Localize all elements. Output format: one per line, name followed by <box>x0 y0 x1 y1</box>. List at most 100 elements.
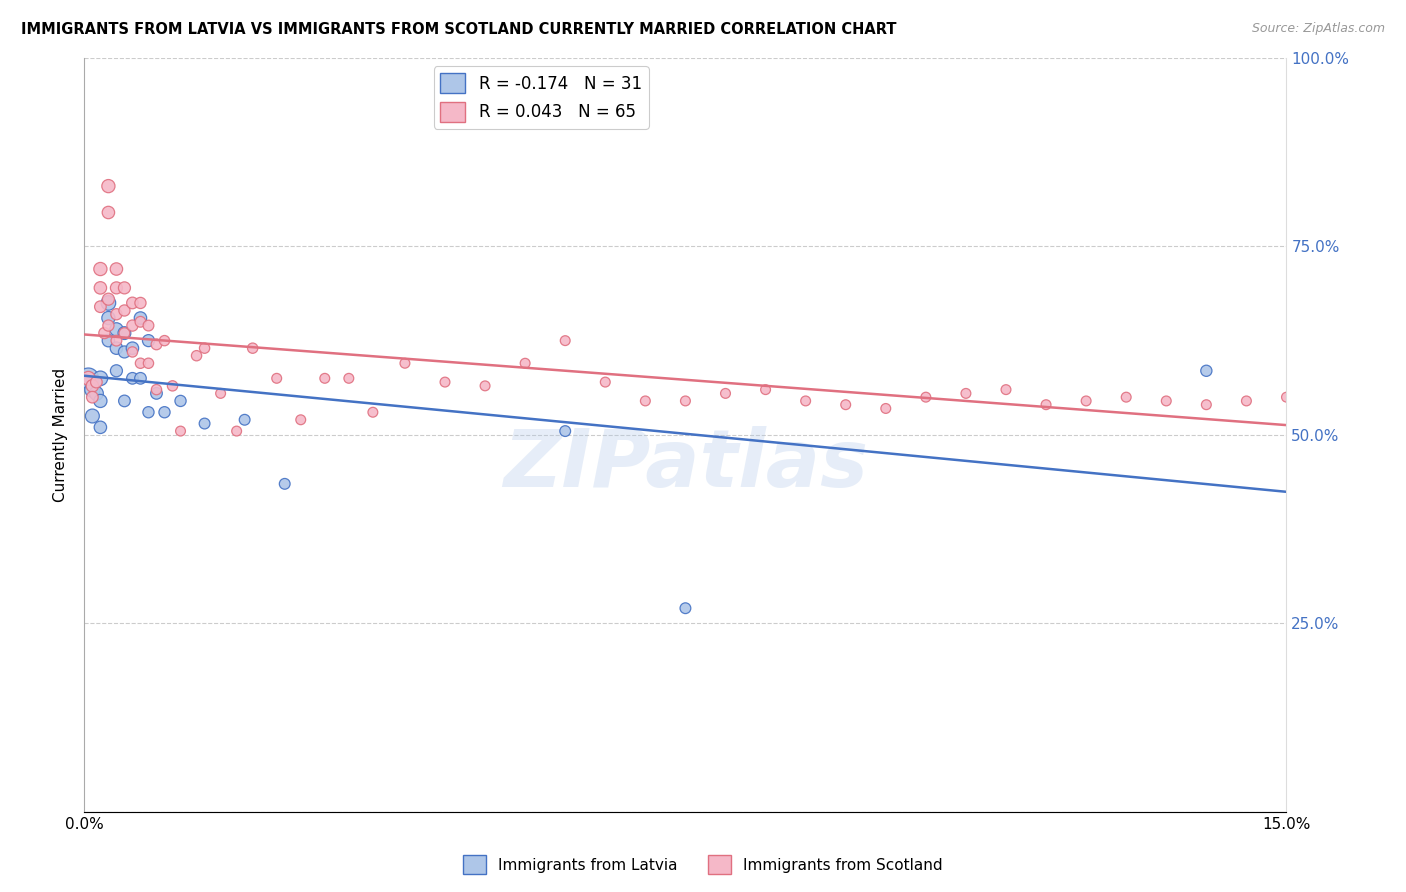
Point <box>97 179 120 194</box>
Point <box>121 341 143 355</box>
Point <box>105 307 128 321</box>
Point <box>361 405 384 419</box>
Point <box>755 383 778 397</box>
Y-axis label: Currently Married: Currently Married <box>53 368 69 502</box>
Point <box>955 386 977 401</box>
Point <box>89 262 111 277</box>
Point <box>114 303 135 318</box>
Point <box>97 292 120 306</box>
Point <box>138 405 160 419</box>
Point <box>145 337 167 351</box>
Point <box>121 371 143 385</box>
Point <box>129 356 152 370</box>
Point <box>138 318 160 333</box>
Point <box>89 281 111 295</box>
Point <box>138 356 160 370</box>
Point <box>129 311 152 326</box>
Point <box>153 405 176 419</box>
Point <box>105 262 128 277</box>
Point <box>114 326 135 340</box>
Point <box>129 296 152 310</box>
Point <box>121 345 143 359</box>
Point <box>89 371 111 385</box>
Point <box>145 383 167 397</box>
Point <box>675 393 697 408</box>
Point <box>169 393 191 408</box>
Point <box>97 311 120 326</box>
Point <box>89 300 111 314</box>
Point <box>266 371 288 385</box>
Point <box>714 386 737 401</box>
Point <box>1076 393 1098 408</box>
Point <box>554 334 576 348</box>
Point <box>1035 398 1057 412</box>
Point <box>233 413 256 427</box>
Point <box>595 375 617 389</box>
Point <box>394 356 416 370</box>
Point <box>105 281 128 295</box>
Point <box>89 393 111 408</box>
Point <box>995 383 1018 397</box>
Point <box>1275 390 1298 404</box>
Point <box>1195 364 1218 378</box>
Point <box>153 334 176 348</box>
Point <box>89 420 111 434</box>
Point <box>337 371 360 385</box>
Point <box>77 371 100 385</box>
Point <box>186 349 208 363</box>
Point <box>129 315 152 329</box>
Point <box>242 341 264 355</box>
Point <box>138 334 160 348</box>
Point <box>93 326 115 340</box>
Point <box>114 393 135 408</box>
Text: IMMIGRANTS FROM LATVIA VS IMMIGRANTS FROM SCOTLAND CURRENTLY MARRIED CORRELATION: IMMIGRANTS FROM LATVIA VS IMMIGRANTS FRO… <box>21 22 897 37</box>
Point <box>194 341 217 355</box>
Point <box>314 371 336 385</box>
Point <box>105 341 128 355</box>
Text: ZIPatlas: ZIPatlas <box>503 426 868 504</box>
Point <box>274 476 297 491</box>
Point <box>97 296 120 310</box>
Point <box>554 424 576 438</box>
Point <box>105 364 128 378</box>
Point <box>82 409 104 423</box>
Point <box>121 318 143 333</box>
Point <box>105 322 128 336</box>
Point <box>515 356 537 370</box>
Point <box>105 334 128 348</box>
Point <box>194 417 217 431</box>
Point <box>114 345 135 359</box>
Point <box>1234 393 1257 408</box>
Legend: R = -0.174   N = 31, R = 0.043   N = 65: R = -0.174 N = 31, R = 0.043 N = 65 <box>434 66 648 128</box>
Point <box>114 326 135 340</box>
Point <box>97 318 120 333</box>
Point <box>169 424 191 438</box>
Point <box>82 383 104 397</box>
Point <box>121 296 143 310</box>
Point <box>129 371 152 385</box>
Point <box>114 281 135 295</box>
Point <box>794 393 817 408</box>
Point <box>634 393 657 408</box>
Point <box>835 398 858 412</box>
Point <box>209 386 232 401</box>
Point <box>145 386 167 401</box>
Point <box>434 375 457 389</box>
Point <box>1156 393 1178 408</box>
Point <box>86 375 108 389</box>
Point <box>82 379 104 393</box>
Point <box>675 601 697 615</box>
Point <box>86 386 108 401</box>
Point <box>1115 390 1137 404</box>
Point <box>875 401 897 416</box>
Legend: Immigrants from Latvia, Immigrants from Scotland: Immigrants from Latvia, Immigrants from … <box>457 849 949 880</box>
Point <box>225 424 247 438</box>
Point <box>474 379 496 393</box>
Point <box>77 371 100 385</box>
Point <box>915 390 938 404</box>
Point <box>290 413 312 427</box>
Point <box>162 379 184 393</box>
Point <box>1195 398 1218 412</box>
Text: Source: ZipAtlas.com: Source: ZipAtlas.com <box>1251 22 1385 36</box>
Point <box>82 390 104 404</box>
